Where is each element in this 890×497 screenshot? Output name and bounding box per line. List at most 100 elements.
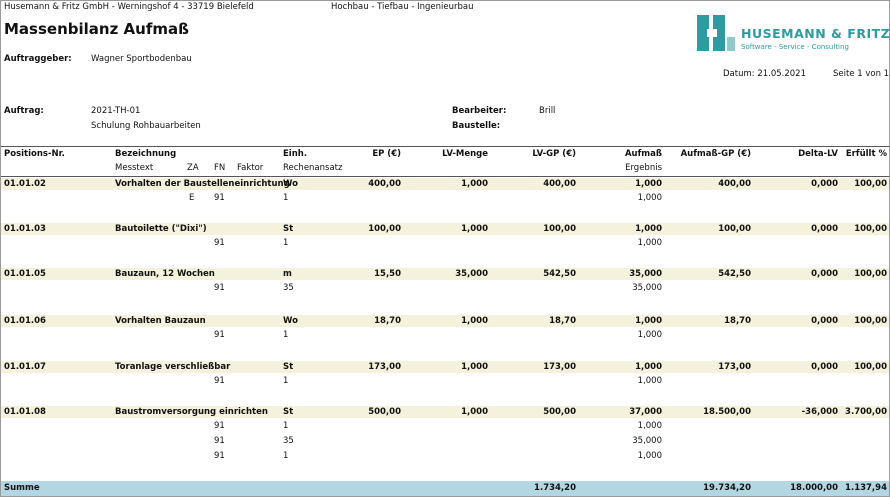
column-header: Einh.	[283, 149, 308, 159]
position-delta: 0,000	[811, 362, 838, 372]
position-desc: Baustromversorgung einrichten	[115, 407, 268, 417]
report-title: Massenbilanz Aufmaß	[4, 20, 189, 38]
line-result: 35,000	[632, 436, 662, 446]
position-unit: St	[283, 362, 294, 372]
position-unit: St	[283, 224, 294, 234]
position-lv-qty: 1,000	[461, 224, 488, 234]
position-lv-qty: 35,000	[455, 269, 488, 279]
position-lv-gp: 500,00	[543, 407, 576, 417]
line-fn: 91	[214, 376, 225, 386]
column-header: Bezeichnung	[115, 149, 177, 159]
position-desc: Bautoilette ("Dixi")	[115, 224, 207, 234]
position-ep: 18,70	[374, 316, 401, 326]
position-desc: Vorhalten der Baustelleneinrichtung	[115, 179, 290, 189]
order-desc: Schulung Rohbauarbeiten	[91, 121, 201, 131]
line-result: 1,000	[637, 193, 662, 203]
position-fulfilled: 100,00	[854, 362, 887, 372]
position-fulfilled: 100,00	[854, 269, 887, 279]
rule	[1, 176, 889, 177]
position-delta: 0,000	[811, 316, 838, 326]
column-header: EP (€)	[372, 149, 401, 159]
company-line: Husemann & Fritz GmbH - Werningshof 4 - …	[4, 2, 254, 12]
position-lv-gp: 18,70	[549, 316, 576, 326]
line-formula: 35	[283, 436, 294, 446]
position-pos: 01.01.07	[4, 362, 46, 372]
line-formula: 1	[283, 238, 289, 248]
position-pos: 01.01.06	[4, 316, 46, 326]
position-fulfilled: 3.700,00	[845, 407, 887, 417]
date: Datum: 21.05.2021	[723, 69, 806, 79]
line-formula: 1	[283, 330, 289, 340]
logo-name: HUSEMANN & FRITZ	[741, 26, 890, 41]
column-header: Aufmaß-GP (€)	[680, 149, 751, 159]
line-formula: 1	[283, 193, 289, 203]
position-lv-qty: 1,000	[461, 179, 488, 189]
position-lv-gp: 100,00	[543, 224, 576, 234]
logo-tagline: Software - Service - Consulting	[741, 43, 849, 51]
position-desc: Toranlage verschließbar	[115, 362, 231, 372]
line-result: 1,000	[637, 451, 662, 461]
column-header: Positions-Nr.	[4, 149, 65, 159]
logo-icon	[697, 15, 735, 51]
position-qty-gp: 100,00	[718, 224, 751, 234]
line-fn: 91	[214, 436, 225, 446]
position-unit: Wo	[283, 179, 298, 189]
position-unit: St	[283, 407, 294, 417]
position-band	[1, 178, 889, 190]
position-fulfilled: 100,00	[854, 179, 887, 189]
sum-delta: 18.000,00	[790, 483, 838, 493]
position-band	[1, 315, 889, 327]
position-delta: 0,000	[811, 179, 838, 189]
position-qty: 1,000	[635, 179, 662, 189]
line-result: 1,000	[637, 421, 662, 431]
sum-fulfilled: 1.137,94	[845, 483, 887, 493]
line-fn: 91	[214, 238, 225, 248]
position-qty: 37,000	[629, 407, 662, 417]
column-header: Erfüllt %	[845, 149, 887, 159]
column-subheader: Faktor	[237, 163, 264, 173]
position-lv-qty: 1,000	[461, 316, 488, 326]
position-qty-gp: 400,00	[718, 179, 751, 189]
position-pos: 01.01.08	[4, 407, 46, 417]
position-fulfilled: 100,00	[854, 316, 887, 326]
rule	[1, 146, 889, 147]
line-formula: 1	[283, 421, 289, 431]
position-lv-qty: 1,000	[461, 407, 488, 417]
position-band	[1, 361, 889, 373]
column-header: LV-GP (€)	[532, 149, 576, 159]
column-subheader: Ergebnis	[625, 163, 662, 173]
site-label: Baustelle:	[452, 121, 501, 131]
column-subheader: ZA	[187, 163, 199, 173]
line-fn: 91	[214, 193, 225, 203]
position-qty: 1,000	[635, 316, 662, 326]
column-header: LV-Menge	[442, 149, 488, 159]
line-fn: 91	[214, 421, 225, 431]
line-result: 1,000	[637, 330, 662, 340]
position-desc: Bauzaun, 12 Wochen	[115, 269, 215, 279]
line-formula: 1	[283, 376, 289, 386]
sum-qty-gp: 19.734,20	[703, 483, 751, 493]
editor-label: Bearbeiter:	[452, 106, 507, 116]
position-pos: 01.01.05	[4, 269, 46, 279]
client: Wagner Sportbodenbau	[91, 54, 192, 64]
position-ep: 15,50	[374, 269, 401, 279]
page-number: Seite 1 von 1	[833, 69, 890, 79]
order-label: Auftrag:	[4, 106, 44, 116]
line-fn: 91	[214, 330, 225, 340]
sum-label: Summe	[4, 483, 40, 493]
line-formula: 35	[283, 283, 294, 293]
sum-band	[1, 481, 889, 496]
position-fulfilled: 100,00	[854, 224, 887, 234]
position-unit: Wo	[283, 316, 298, 326]
position-pos: 01.01.02	[4, 179, 46, 189]
position-delta: 0,000	[811, 224, 838, 234]
position-band	[1, 268, 889, 280]
position-desc: Vorhalten Bauzaun	[115, 316, 206, 326]
position-lv-gp: 542,50	[543, 269, 576, 279]
column-header: Aufmaß	[624, 149, 662, 159]
line-result: 1,000	[637, 238, 662, 248]
position-pos: 01.01.03	[4, 224, 46, 234]
line-za: E	[189, 193, 195, 203]
line-result: 35,000	[632, 283, 662, 293]
position-delta: 0,000	[811, 269, 838, 279]
